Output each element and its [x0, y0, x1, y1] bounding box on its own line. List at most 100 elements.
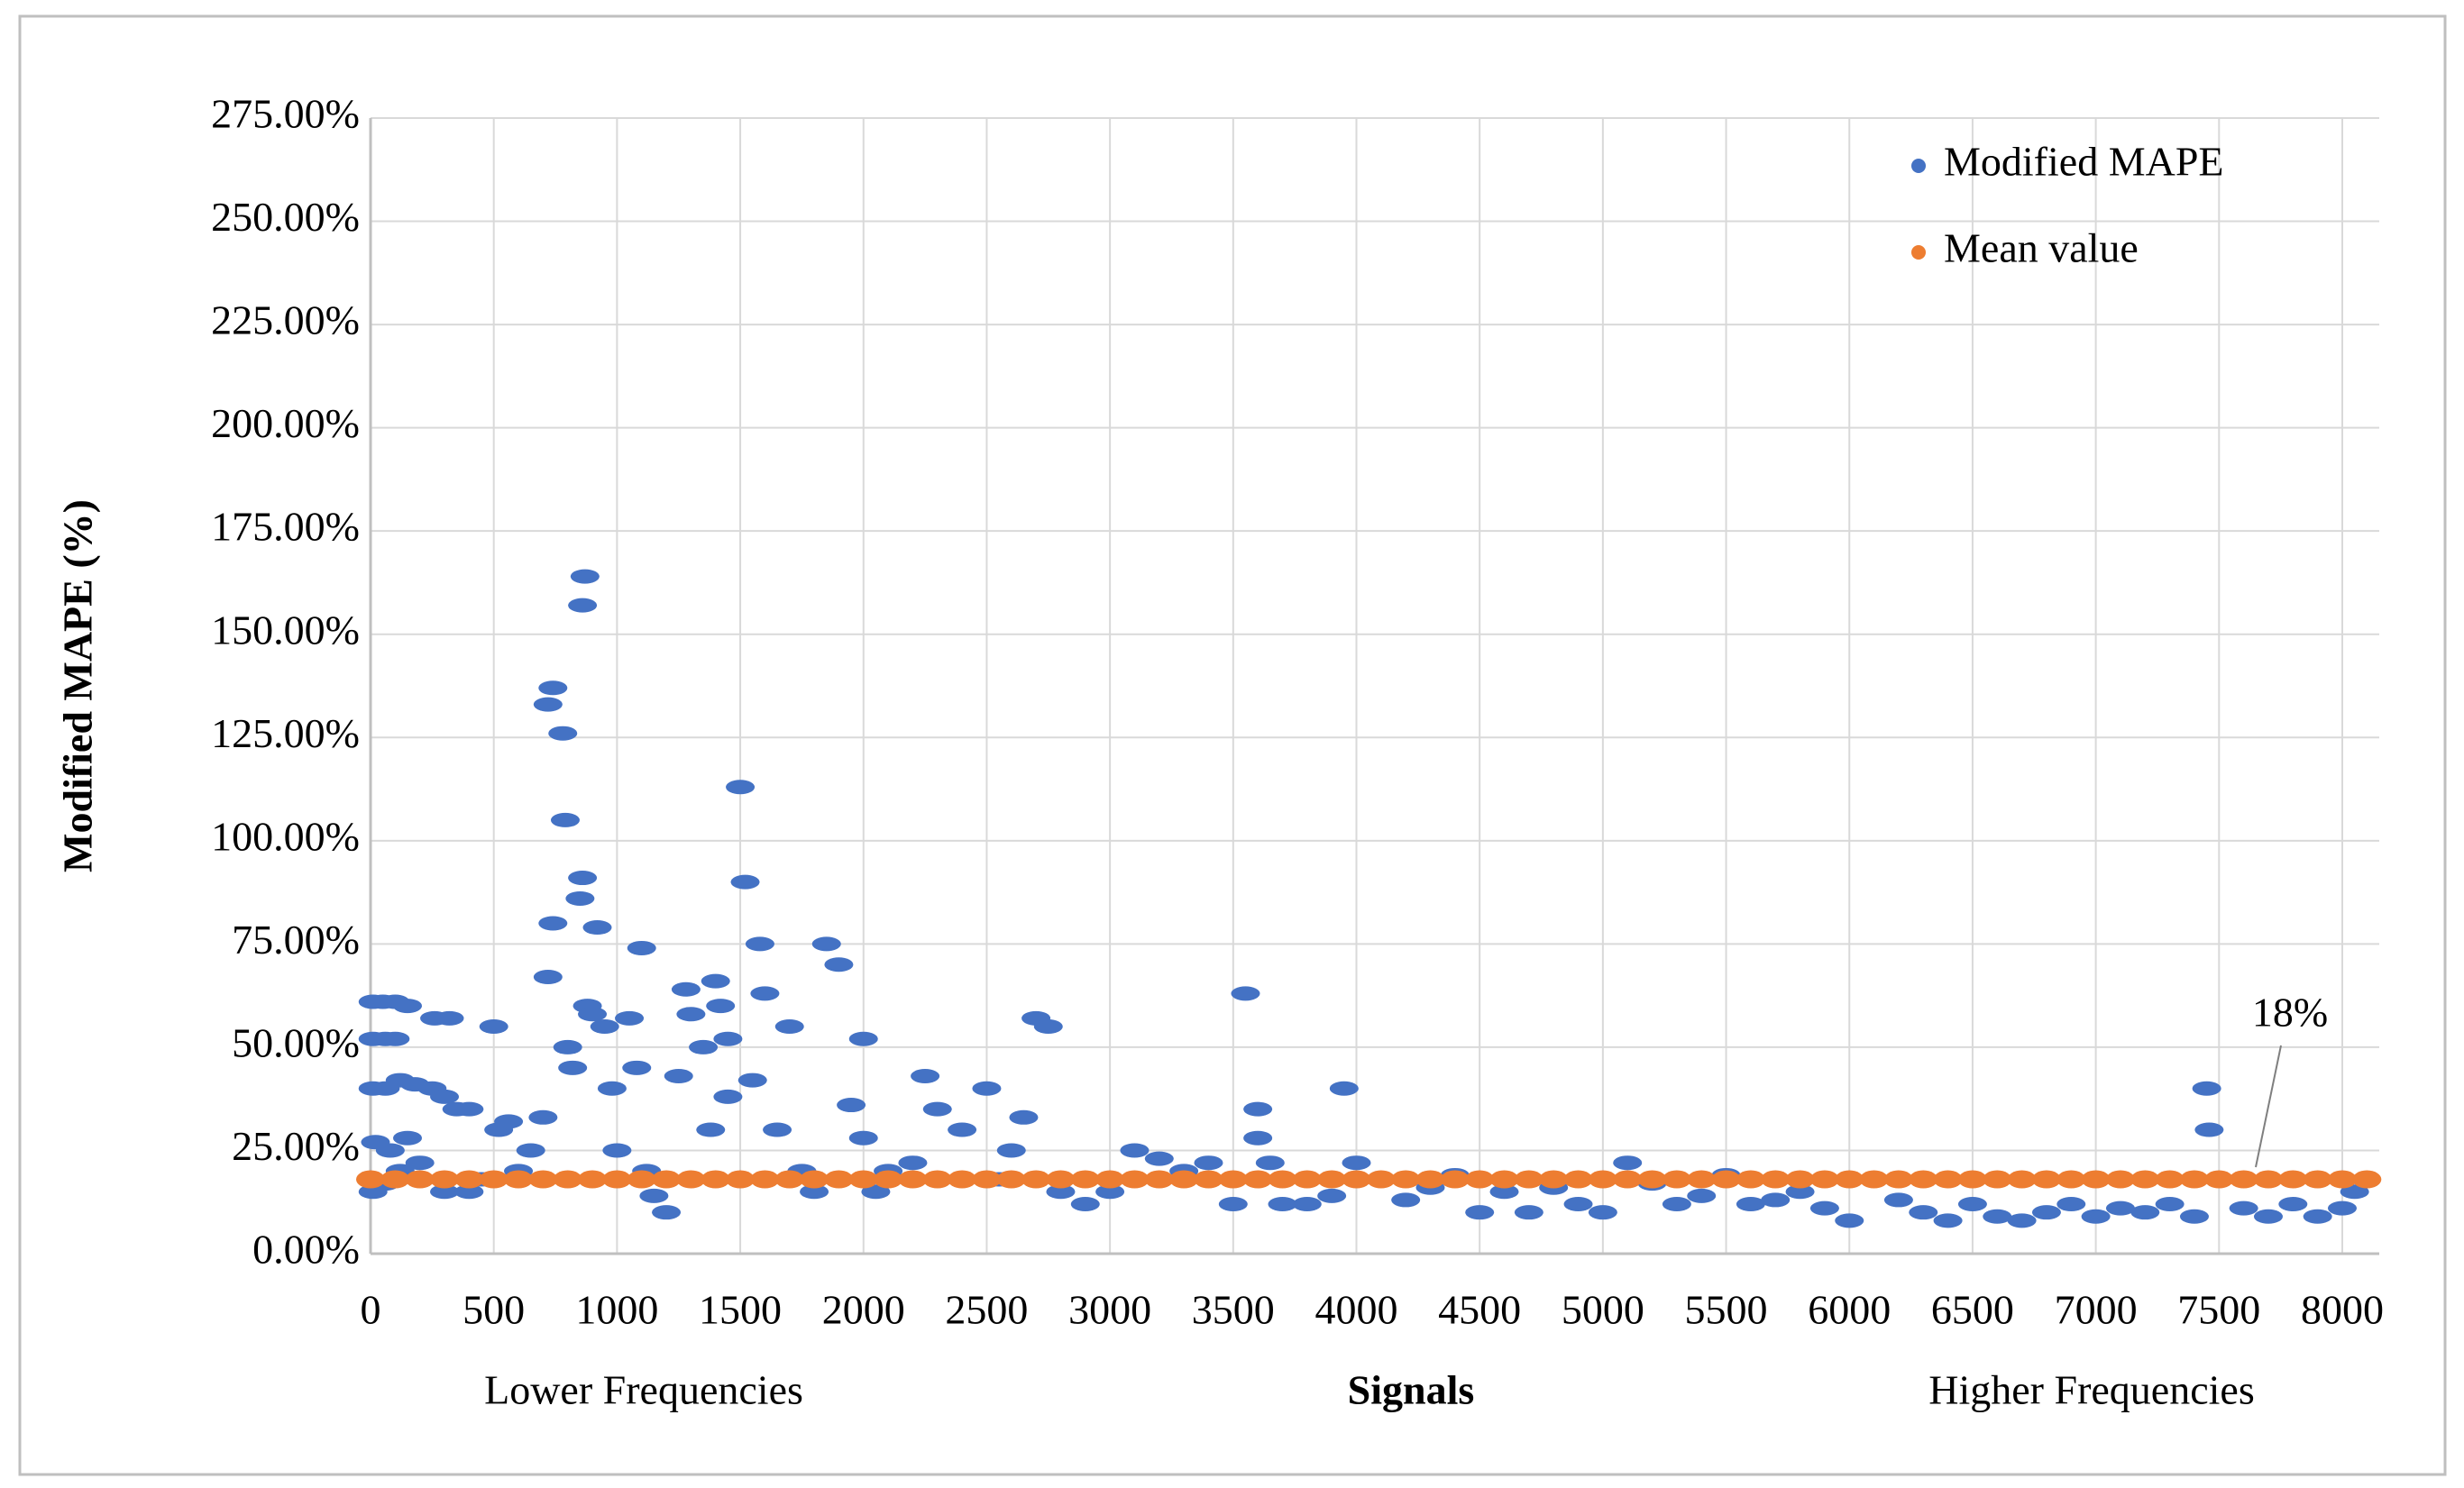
mean-point: [1292, 1170, 1322, 1189]
data-point: [1465, 1205, 1495, 1220]
data-point: [713, 1031, 743, 1046]
data-point: [435, 1010, 464, 1026]
y-tick-label: 200.00%: [211, 400, 360, 446]
data-point: [516, 1143, 545, 1158]
data-point: [479, 1019, 508, 1034]
mean-point: [1415, 1170, 1445, 1189]
mean-point: [774, 1170, 804, 1189]
annotation: 18%: [2252, 990, 2328, 1036]
mean-point: [454, 1170, 484, 1189]
data-point: [898, 1155, 928, 1171]
data-point: [1933, 1213, 1963, 1228]
data-point: [1144, 1151, 1174, 1166]
x-tick-label: 1500: [699, 1287, 782, 1333]
mean-point: [405, 1170, 435, 1189]
mean-point: [1809, 1170, 1839, 1189]
mean-point: [1268, 1170, 1297, 1189]
data-point: [737, 1073, 767, 1088]
data-point: [533, 697, 563, 712]
data-point: [1046, 1184, 1076, 1200]
mean-point: [479, 1170, 508, 1189]
data-point: [1662, 1197, 1691, 1212]
mean-point: [1909, 1170, 1938, 1189]
data-point: [454, 1101, 484, 1117]
mean-point: [1366, 1170, 1396, 1189]
mean-point: [2031, 1170, 2061, 1189]
data-point: [1809, 1200, 1839, 1216]
data-point: [1909, 1205, 1938, 1220]
mean-point: [1440, 1170, 1470, 1189]
y-tick-label: 125.00%: [211, 710, 360, 756]
data-point: [811, 936, 841, 952]
mean-point: [1883, 1170, 1913, 1189]
data-point: [1613, 1155, 1643, 1171]
data-point: [2278, 1197, 2308, 1212]
mean-point: [1539, 1170, 1569, 1189]
mean-point: [356, 1170, 385, 1189]
data-point: [380, 1031, 410, 1046]
legend-marker: [1911, 245, 1926, 260]
x-tick-label: 2500: [945, 1287, 1028, 1333]
data-point: [1489, 1184, 1519, 1200]
y-tick-label: 75.00%: [232, 917, 360, 963]
data-point: [911, 1068, 940, 1083]
mean-point: [2278, 1170, 2308, 1189]
mean-point: [848, 1170, 878, 1189]
data-point: [430, 1184, 460, 1200]
data-point: [494, 1114, 524, 1129]
mean-point: [1637, 1170, 1667, 1189]
mean-point: [1317, 1170, 1347, 1189]
mean-point: [1983, 1170, 2012, 1189]
data-point: [948, 1122, 977, 1137]
mean-point: [553, 1170, 582, 1189]
data-point: [1883, 1192, 1913, 1208]
data-point: [730, 874, 760, 890]
mean-point: [1835, 1170, 1864, 1189]
data-point: [848, 1031, 878, 1046]
data-point: [996, 1143, 1026, 1158]
data-point: [696, 1122, 726, 1137]
data-point: [2179, 1209, 2209, 1224]
data-point: [405, 1155, 435, 1171]
x-tick-label: 8000: [2301, 1287, 2384, 1333]
mean-point: [1342, 1170, 1371, 1189]
legend-label: Modified MAPE: [1944, 139, 2224, 185]
data-point: [2253, 1209, 2283, 1224]
data-point: [568, 598, 598, 613]
data-point: [2031, 1205, 2061, 1220]
y-tick-label: 25.00%: [232, 1123, 360, 1169]
data-point: [639, 1188, 669, 1203]
mean-point: [652, 1170, 682, 1189]
data-point: [615, 1010, 645, 1026]
mean-point: [2179, 1170, 2209, 1189]
data-point: [2056, 1197, 2086, 1212]
data-point: [1957, 1197, 1987, 1212]
mean-point: [2155, 1170, 2185, 1189]
data-point: [528, 1109, 558, 1125]
mean-point: [1687, 1170, 1717, 1189]
data-point: [538, 916, 568, 931]
data-point: [676, 1007, 706, 1022]
mean-point: [2229, 1170, 2258, 1189]
mean-point: [504, 1170, 534, 1189]
data-point: [1317, 1188, 1347, 1203]
mean-point: [1070, 1170, 1100, 1189]
data-point: [972, 1081, 1002, 1096]
y-tick-label: 225.00%: [211, 297, 360, 343]
data-point: [375, 1143, 405, 1158]
y-tick-label: 250.00%: [211, 194, 360, 240]
mean-point: [2204, 1170, 2234, 1189]
x-tick-label: 4000: [1314, 1287, 1397, 1333]
mean-point: [602, 1170, 632, 1189]
mean-point: [1194, 1170, 1223, 1189]
y-tick-label: 175.00%: [211, 504, 360, 550]
data-point: [578, 1007, 608, 1022]
mean-point: [2327, 1170, 2357, 1189]
data-point: [837, 1098, 866, 1113]
x-axis-title: Signals: [1348, 1367, 1475, 1413]
mean-point: [578, 1170, 608, 1189]
mean-point: [2130, 1170, 2160, 1189]
mean-point: [824, 1170, 854, 1189]
data-point: [701, 973, 730, 989]
mean-point: [1588, 1170, 1617, 1189]
